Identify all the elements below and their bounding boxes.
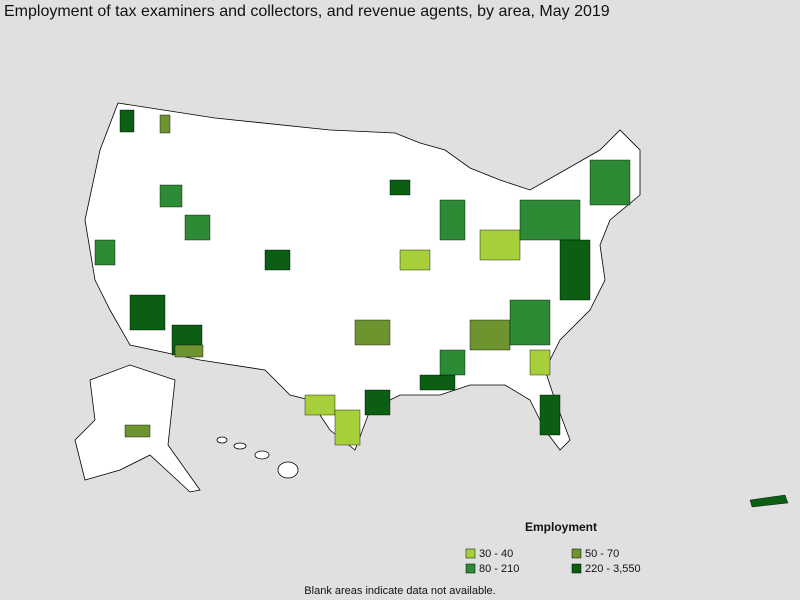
footnote: Blank areas indicate data not available. bbox=[304, 585, 495, 597]
legend-label: 80 - 210 bbox=[479, 563, 519, 575]
legend-swatch bbox=[465, 563, 476, 574]
legend-label: 30 - 40 bbox=[479, 548, 513, 560]
area-shading bbox=[94, 109, 631, 446]
legend-title: Employment bbox=[525, 520, 597, 534]
legend-swatch bbox=[571, 548, 582, 559]
puerto-rico bbox=[749, 494, 789, 508]
contiguous-us bbox=[84, 102, 641, 451]
legend-label: 220 - 3,550 bbox=[585, 563, 641, 575]
legend-swatch bbox=[465, 548, 476, 559]
legend-swatch bbox=[571, 563, 582, 574]
map-title: Employment of tax examiners and collecto… bbox=[4, 3, 610, 20]
legend-label: 50 - 70 bbox=[585, 548, 619, 560]
legend: Employment 30 - 40 50 - 70 80 - 210 220 - 3… bbox=[465, 520, 641, 575]
hawaii bbox=[216, 436, 299, 479]
us-map bbox=[74, 102, 789, 508]
